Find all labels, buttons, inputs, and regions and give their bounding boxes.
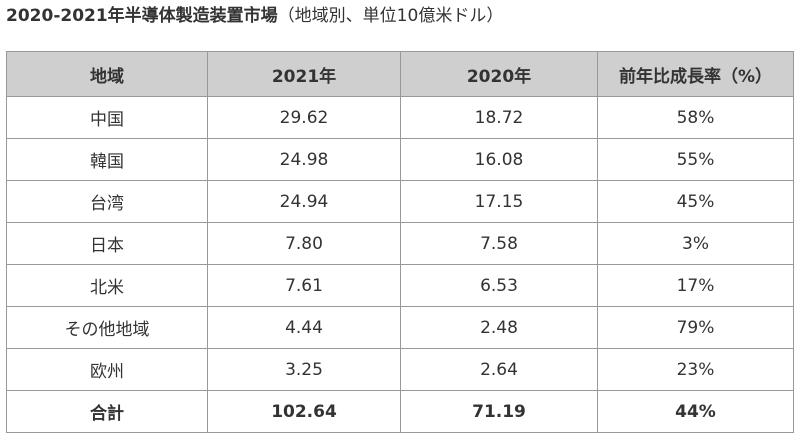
cell-growth: 55% [597, 138, 794, 181]
table-total-row: 合計 102.64 71.19 44% [6, 390, 794, 433]
total-growth: 44% [597, 390, 794, 433]
column-header-region: 地域 [6, 51, 208, 97]
table-row: 台湾 24.94 17.15 45% [6, 180, 794, 223]
cell-2021: 7.80 [207, 222, 401, 265]
cell-growth: 23% [597, 348, 794, 391]
cell-2020: 17.15 [400, 180, 598, 223]
title-main: 2020-2021年半導体製造装置市場 [6, 6, 278, 26]
cell-2020: 7.58 [400, 222, 598, 265]
table-row: その他地域 4.44 2.48 79% [6, 306, 794, 349]
market-table: 地域 2021年 2020年 前年比成長率（%） 中国 29.62 18.72 … [6, 51, 794, 433]
table-row: 北米 7.61 6.53 17% [6, 264, 794, 307]
cell-2021: 29.62 [207, 96, 401, 139]
table-row: 中国 29.62 18.72 58% [6, 96, 794, 139]
cell-region: 北米 [6, 264, 208, 307]
cell-growth: 58% [597, 96, 794, 139]
cell-region: 韓国 [6, 138, 208, 181]
cell-region: 欧州 [6, 348, 208, 391]
cell-2020: 16.08 [400, 138, 598, 181]
table-row: 韓国 24.98 16.08 55% [6, 138, 794, 181]
cell-region: 日本 [6, 222, 208, 265]
column-header-2020: 2020年 [400, 51, 598, 97]
cell-2021: 3.25 [207, 348, 401, 391]
table-header-row: 地域 2021年 2020年 前年比成長率（%） [6, 51, 794, 97]
cell-2020: 2.64 [400, 348, 598, 391]
total-2021: 102.64 [207, 390, 401, 433]
column-header-growth: 前年比成長率（%） [597, 51, 794, 97]
column-header-2021: 2021年 [207, 51, 401, 97]
cell-growth: 17% [597, 264, 794, 307]
cell-region: 台湾 [6, 180, 208, 223]
cell-region: その他地域 [6, 306, 208, 349]
page-title: 2020-2021年半導体製造装置市場（地域別、単位10億米ドル） [6, 4, 503, 28]
cell-2021: 24.98 [207, 138, 401, 181]
cell-2020: 2.48 [400, 306, 598, 349]
cell-2020: 18.72 [400, 96, 598, 139]
cell-growth: 45% [597, 180, 794, 223]
cell-2020: 6.53 [400, 264, 598, 307]
cell-2021: 7.61 [207, 264, 401, 307]
cell-region: 中国 [6, 96, 208, 139]
cell-2021: 24.94 [207, 180, 401, 223]
total-label: 合計 [6, 390, 208, 433]
title-subtitle: （地域別、単位10億米ドル） [277, 6, 504, 26]
cell-growth: 79% [597, 306, 794, 349]
table-row: 日本 7.80 7.58 3% [6, 222, 794, 265]
total-2020: 71.19 [400, 390, 598, 433]
table-row: 欧州 3.25 2.64 23% [6, 348, 794, 391]
cell-growth: 3% [597, 222, 794, 265]
cell-2021: 4.44 [207, 306, 401, 349]
